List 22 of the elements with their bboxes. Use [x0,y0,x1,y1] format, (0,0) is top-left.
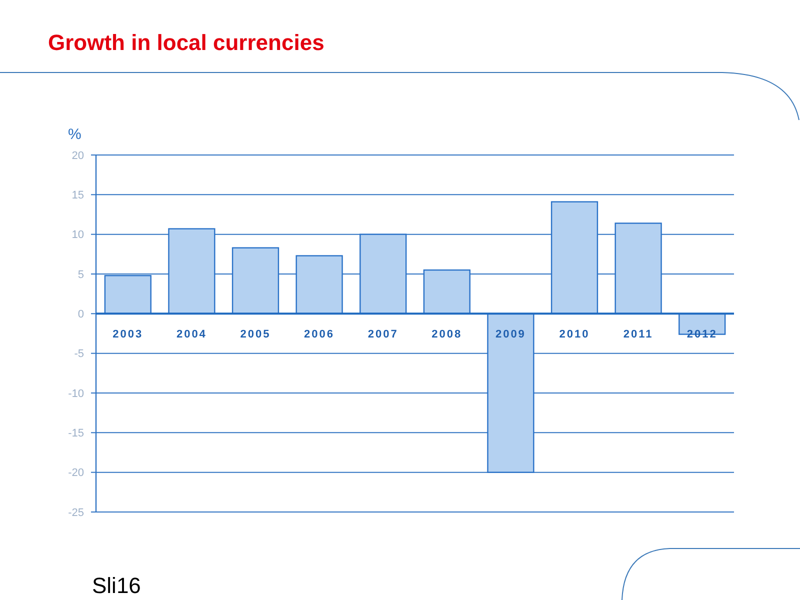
y-tick-label: 20 [72,150,84,162]
y-tick-label: 5 [78,268,84,281]
y-tick-label: 15 [72,190,84,202]
x-tick-label: 2009 [495,328,526,341]
x-tick-label: 2010 [559,328,590,341]
x-tick-label: 2005 [240,328,271,341]
y-tick-label: -5 [74,348,84,360]
y-tick-label: -10 [68,388,84,400]
x-tick-label: 2011 [623,328,654,341]
x-tick-label: 2007 [368,328,398,341]
x-tick-label: 2003 [112,328,144,341]
y-tick-label: -25 [68,506,84,519]
y-tick-label: -20 [68,467,84,480]
x-tick-label: 2004 [176,328,207,341]
x-tick-label: 2006 [304,328,335,341]
y-axis-title: % [68,126,82,143]
x-tick-label: 2008 [432,328,462,341]
text: Sli16 [92,573,141,598]
chart-title: Growth in local currencies [48,30,324,55]
y-tick-label: 10 [72,229,84,242]
y-tick-label: 0 [78,308,84,321]
y-tick-label: -15 [68,428,84,440]
